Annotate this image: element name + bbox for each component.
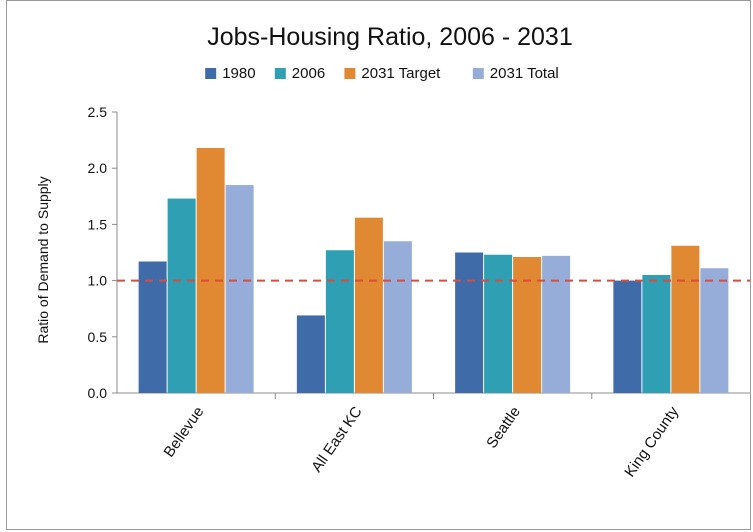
bar-1980	[138, 261, 167, 393]
legend-swatch	[344, 68, 356, 79]
y-tick-label: 2.5	[88, 104, 108, 120]
legend: 1980 2006 2031 Target 2031 Total	[205, 65, 559, 82]
bar-2031-total	[542, 255, 571, 393]
bar-2031-total	[225, 185, 254, 393]
y-tick-label: 1.5	[88, 216, 108, 232]
bar-1980	[613, 280, 642, 393]
legend-swatch	[472, 68, 484, 79]
legend-swatch	[205, 68, 217, 79]
bar-2006	[325, 250, 354, 393]
bar-2006	[484, 254, 513, 393]
legend-label: 1980	[222, 65, 255, 82]
x-tick-label: Seattle	[483, 404, 524, 452]
bar-2031-total	[383, 241, 412, 393]
bar-2031-target	[196, 147, 225, 393]
bar-2031-target	[513, 256, 542, 393]
y-axis-label: Ratio of Demand to Supply	[35, 176, 51, 343]
y-tick-label: 2.0	[88, 160, 108, 176]
x-tick-label: King County	[621, 403, 682, 480]
bar-1980	[296, 315, 325, 393]
x-tick-label: Bellevue	[160, 404, 207, 461]
legend-label: 2031 Target	[361, 65, 441, 82]
bar-2006	[167, 198, 196, 393]
bar-2031-total	[700, 268, 729, 393]
legend-label: 2006	[292, 65, 325, 82]
legend-swatch	[274, 68, 286, 79]
legend-label: 2031 Total	[490, 65, 559, 82]
bar-1980	[455, 252, 484, 393]
plot-area: 0.0 0.5 1.0 1.5 2.0 2.5 Bellevue All East KC Sea…	[88, 104, 750, 480]
bar-2006	[642, 274, 671, 393]
bar-2031-target	[671, 245, 700, 393]
y-tick-label: 0.5	[88, 329, 108, 345]
y-tick-label: 1.0	[88, 273, 108, 289]
x-tick-label: All East KC	[308, 403, 366, 475]
bar-2031-target	[354, 217, 383, 393]
y-tick-label: 0.0	[88, 385, 108, 401]
chart-title: Jobs-Housing Ratio, 2006 - 2031	[207, 23, 573, 51]
